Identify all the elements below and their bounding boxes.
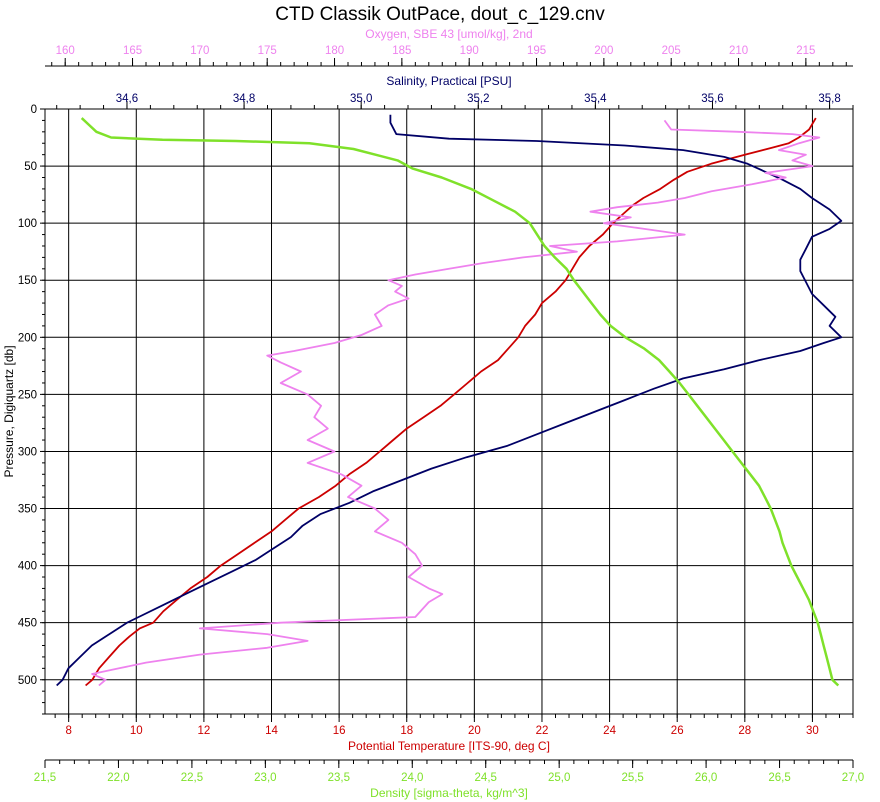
oxygen-tick-label: 175 (258, 45, 277, 57)
temperature-axis-title: Potential Temperature [ITS-90, deg C] (348, 739, 550, 753)
oxygen-tick-label: 200 (594, 45, 613, 57)
y-tick-label: 100 (18, 218, 37, 230)
density-tick-label: 21,5 (34, 772, 56, 784)
y-tick-label: 0 (31, 104, 37, 116)
axes: 0 50 100 150 200 250 300 350 400 450 500 Pressure, … (2, 27, 864, 800)
density-axis-title: Density [sigma-theta, kg/m^3] (370, 786, 528, 800)
oxygen-tick-label: 190 (460, 45, 479, 57)
y-tick-label: 400 (18, 561, 37, 573)
oxygen-tick-label: 170 (190, 45, 209, 57)
oxygen-tick-label: 205 (662, 45, 681, 57)
oxygen-tick-label: 195 (527, 45, 546, 57)
oxygen-tick-label: 180 (325, 45, 344, 57)
density-profile-line (80, 117, 840, 687)
oxygen-tick-label: 215 (796, 45, 815, 57)
temperature-tick-label: 24 (603, 725, 616, 737)
density-tick-label: 25,5 (621, 772, 643, 784)
temperature-tick-label: 18 (400, 725, 413, 737)
density-tick-label: 25,0 (548, 772, 570, 784)
oxygen-axis-title: Oxygen, SBE 43 [umol/kg], 2nd (365, 27, 532, 41)
density-tick-label: 26,0 (695, 772, 717, 784)
salinity-tick-label: 35,0 (350, 93, 372, 105)
temperature-tick-label: 16 (333, 725, 346, 737)
oxygen-tick-label: 165 (123, 45, 142, 57)
salinity-tick-label: 35,6 (701, 93, 723, 105)
oxygen-tick-label: 185 (392, 45, 411, 57)
chart-title: CTD Classik OutPace, dout_c_129.cnv (275, 4, 605, 25)
temperature-tick-label: 14 (265, 725, 278, 737)
density-tick-label: 23,0 (254, 772, 276, 784)
y-tick-label: 50 (24, 161, 37, 173)
y-tick-label: 150 (18, 275, 37, 287)
oxygen-tick-label: 210 (729, 45, 748, 57)
salinity-axis-title: Salinity, Practical [PSU] (386, 74, 511, 88)
temperature-tick-label: 10 (130, 725, 143, 737)
density-tick-label: 27,0 (842, 772, 864, 784)
salinity-profile-line (56, 114, 843, 687)
density-tick-label: 22,0 (107, 772, 129, 784)
density-tick-label: 23,5 (328, 772, 350, 784)
temperature-tick-label: 22 (536, 725, 549, 737)
temperature-tick-label: 20 (468, 725, 481, 737)
temperature-tick-label: 26 (671, 725, 684, 737)
temperature-tick-label: 28 (738, 725, 751, 737)
density-tick-label: 24,0 (401, 772, 423, 784)
salinity-tick-label: 34,6 (116, 93, 138, 105)
oxygen-profile-line (91, 119, 821, 687)
y-tick-label: 300 (18, 446, 37, 458)
salinity-tick-label: 35,8 (818, 93, 840, 105)
grid (45, 108, 853, 714)
temperature-tick-label: 30 (806, 725, 819, 737)
y-tick-label: 350 (18, 504, 37, 516)
salinity-tick-label: 35,2 (467, 93, 489, 105)
y-tick-label: 500 (18, 675, 37, 687)
y-axis-title: Pressure, Digiquartz [db] (2, 345, 16, 477)
y-tick-label: 250 (18, 389, 37, 401)
oxygen-tick-label: 160 (56, 45, 75, 57)
series-lines (56, 114, 843, 687)
density-tick-label: 24,5 (475, 772, 497, 784)
salinity-tick-label: 35,4 (584, 93, 607, 105)
temperature-tick-label: 12 (197, 725, 210, 737)
plot-frame (44, 108, 854, 715)
temperature-tick-label: 8 (65, 725, 71, 737)
salinity-tick-label: 34,8 (233, 93, 255, 105)
density-tick-label: 26,5 (768, 772, 790, 784)
temperature-profile-line (85, 117, 817, 687)
y-tick-label: 450 (18, 618, 37, 630)
y-tick-label: 200 (18, 332, 37, 344)
density-tick-label: 22,5 (181, 772, 203, 784)
